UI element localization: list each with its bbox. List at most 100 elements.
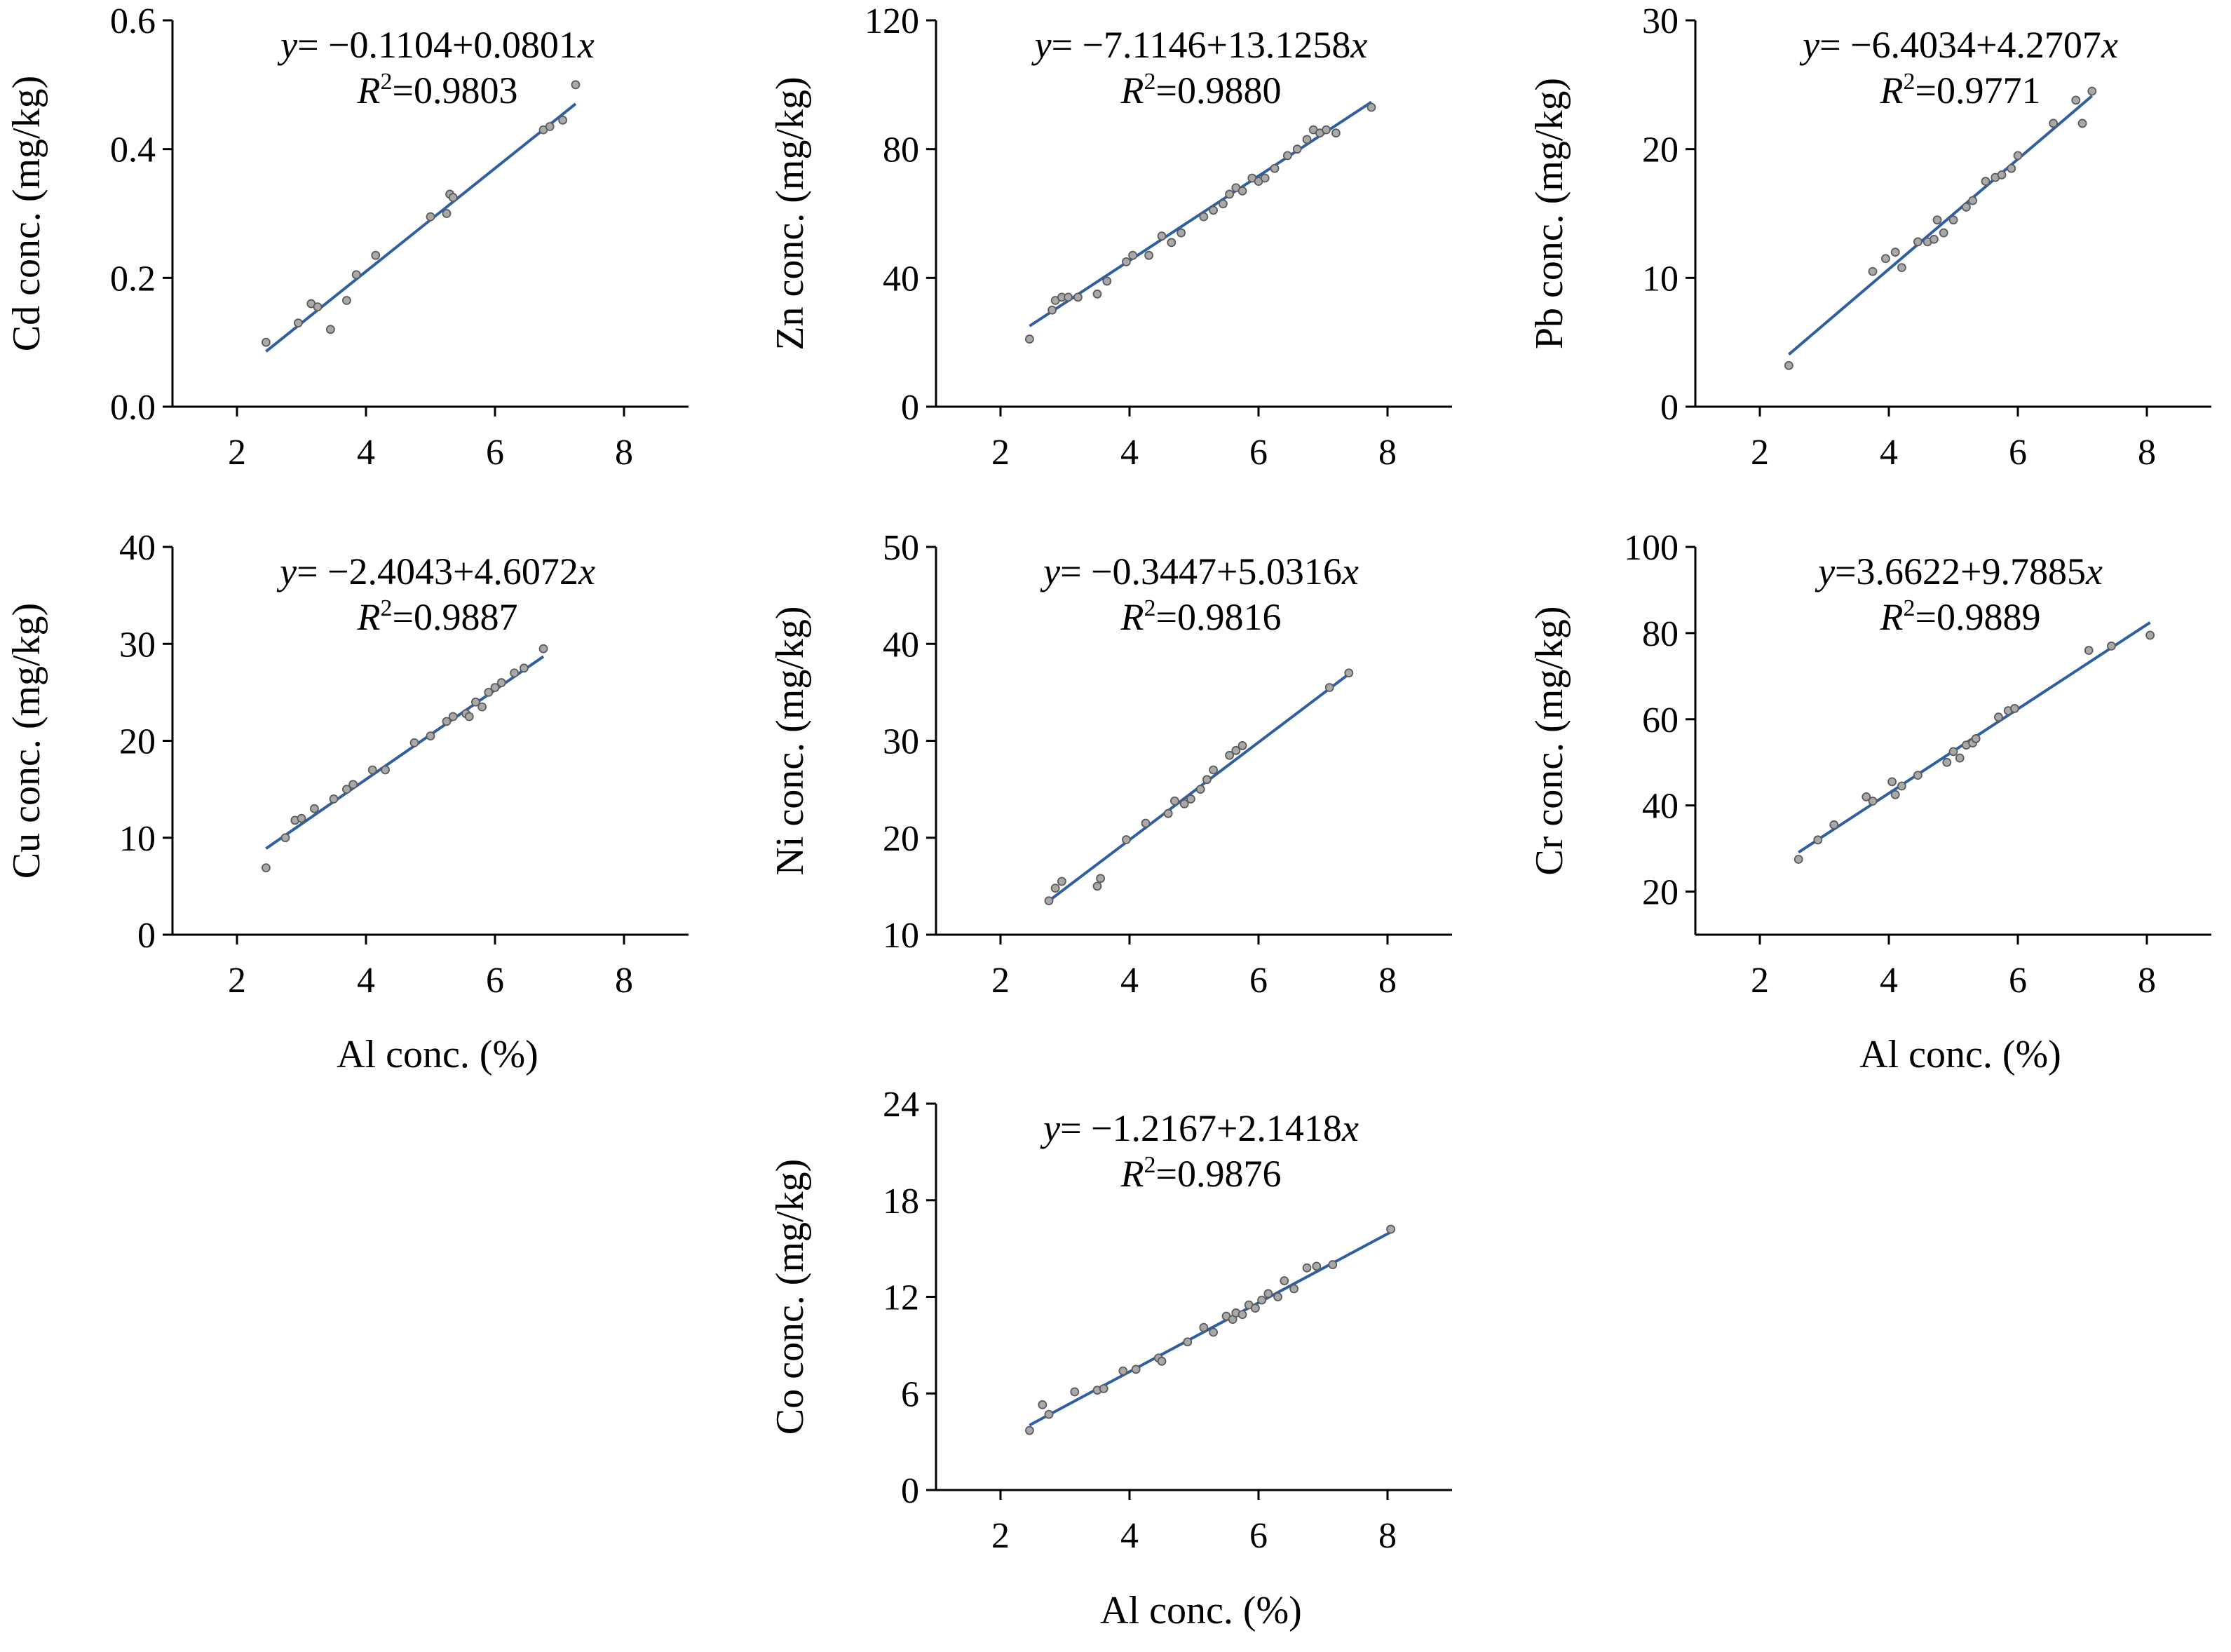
data-point xyxy=(2007,163,2016,173)
r-squared-value: =0.9816 xyxy=(1156,596,1282,638)
y-axis-title: Ni conc. (mg/kg) xyxy=(768,606,812,875)
data-point xyxy=(571,80,581,90)
x-tick-label: 6 xyxy=(2009,433,2027,473)
r-superscript: 2 xyxy=(1904,595,1915,621)
data-point xyxy=(442,209,452,218)
y-axis-title: Cr conc. (mg/kg) xyxy=(1528,606,1571,875)
data-point xyxy=(1202,775,1212,785)
data-point xyxy=(297,813,306,823)
data-point xyxy=(1929,234,1939,244)
data-point xyxy=(1981,177,1991,186)
data-point xyxy=(2077,119,2087,128)
data-point xyxy=(426,731,435,740)
y-tick-label: 10 xyxy=(1642,259,1679,299)
data-point xyxy=(1955,753,1965,763)
data-point xyxy=(371,250,381,260)
r-superscript: 2 xyxy=(1144,595,1156,621)
data-point xyxy=(1328,1260,1338,1269)
equation-x-symbol: x xyxy=(577,24,595,66)
data-point xyxy=(1273,1292,1282,1301)
data-point xyxy=(1862,792,1871,801)
data-point xyxy=(1176,228,1186,238)
data-point xyxy=(1044,1409,1054,1419)
r-squared: R2=0.9880 xyxy=(1120,69,1282,111)
x-tick-label: 8 xyxy=(1378,1516,1397,1556)
y-tick-label: 20 xyxy=(119,722,156,762)
x-tick-label: 8 xyxy=(2138,433,2156,473)
data-point xyxy=(1092,881,1102,891)
x-tick-label: 4 xyxy=(357,433,375,473)
data-point xyxy=(409,738,419,747)
data-point xyxy=(1157,231,1167,241)
data-point xyxy=(1225,189,1234,199)
data-point xyxy=(448,193,458,202)
data-point xyxy=(1887,777,1897,787)
x-tick-label: 4 xyxy=(1120,961,1139,1001)
regression-line xyxy=(1029,1231,1392,1427)
data-point xyxy=(1289,1284,1298,1294)
data-point xyxy=(309,804,319,813)
data-point xyxy=(510,668,519,678)
x-tick-label: 6 xyxy=(486,433,504,473)
data-point xyxy=(341,785,351,794)
regression-line xyxy=(1788,95,2094,356)
x-axis-title: Al conc. (%) xyxy=(1100,1589,1302,1632)
x-tick-label: 6 xyxy=(1249,433,1268,473)
y-tick-label: 24 xyxy=(883,1085,919,1125)
data-point xyxy=(1971,734,1981,743)
y-tick-label: 0 xyxy=(137,916,156,956)
data-point xyxy=(1219,199,1228,209)
data-point xyxy=(2071,95,2081,105)
data-point xyxy=(1948,215,1958,225)
y-axis-title: Cd conc. (mg/kg) xyxy=(5,76,48,351)
data-point xyxy=(1897,781,1906,791)
data-point xyxy=(1225,750,1234,760)
x-tick-label: 8 xyxy=(1378,961,1397,1001)
x-tick-label: 6 xyxy=(1249,1516,1268,1556)
y-tick-label: 40 xyxy=(883,625,919,665)
y-tick-label: 80 xyxy=(1642,614,1679,654)
data-point xyxy=(1118,1366,1128,1376)
regression-equation: y= −0.3447+5.0316x xyxy=(1040,550,1359,593)
equation-coefficients: = −7.1146+13.1258 xyxy=(1052,24,1351,66)
y-tick-label: 10 xyxy=(883,916,919,956)
data-point xyxy=(1102,276,1112,286)
r-symbol: R xyxy=(1120,1153,1144,1195)
data-point xyxy=(1141,818,1151,828)
data-point xyxy=(1131,1365,1141,1374)
data-point xyxy=(381,765,390,775)
r-symbol: R xyxy=(1880,69,1904,111)
data-point xyxy=(1813,835,1823,845)
data-point xyxy=(280,833,290,843)
x-tick-label: 8 xyxy=(2138,961,2156,1001)
r-superscript: 2 xyxy=(381,69,393,95)
y-tick-label: 20 xyxy=(883,819,919,859)
x-axis-title: Al conc. (%) xyxy=(1859,1033,2061,1076)
x-axis-title: Al conc. (%) xyxy=(337,1033,538,1076)
data-point xyxy=(2087,86,2097,96)
data-point xyxy=(367,765,377,775)
data-point xyxy=(1961,202,1971,212)
y-tick-label: 0.0 xyxy=(110,388,156,428)
x-tick-label: 2 xyxy=(228,961,246,1001)
data-point xyxy=(1880,254,1890,264)
r-symbol: R xyxy=(357,596,381,638)
equation-coefficients: = −0.1104+0.0801 xyxy=(297,24,578,66)
data-point xyxy=(1913,771,1923,780)
y-axis-title: Co conc. (mg/kg) xyxy=(768,1159,812,1435)
data-point xyxy=(442,717,452,726)
data-point xyxy=(313,302,323,312)
x-tick-label: 6 xyxy=(1249,961,1268,1001)
data-point xyxy=(1913,237,1923,247)
data-point xyxy=(1144,250,1153,260)
data-point xyxy=(1099,1383,1108,1393)
data-point xyxy=(1312,1261,1322,1271)
data-point xyxy=(1324,683,1334,692)
equation-y-symbol: y xyxy=(1815,550,1835,593)
y-axis-title: Zn conc. (mg/kg) xyxy=(768,76,812,350)
x-tick-label: 8 xyxy=(1378,433,1397,473)
y-tick-label: 0 xyxy=(901,388,919,428)
data-point xyxy=(464,712,474,722)
